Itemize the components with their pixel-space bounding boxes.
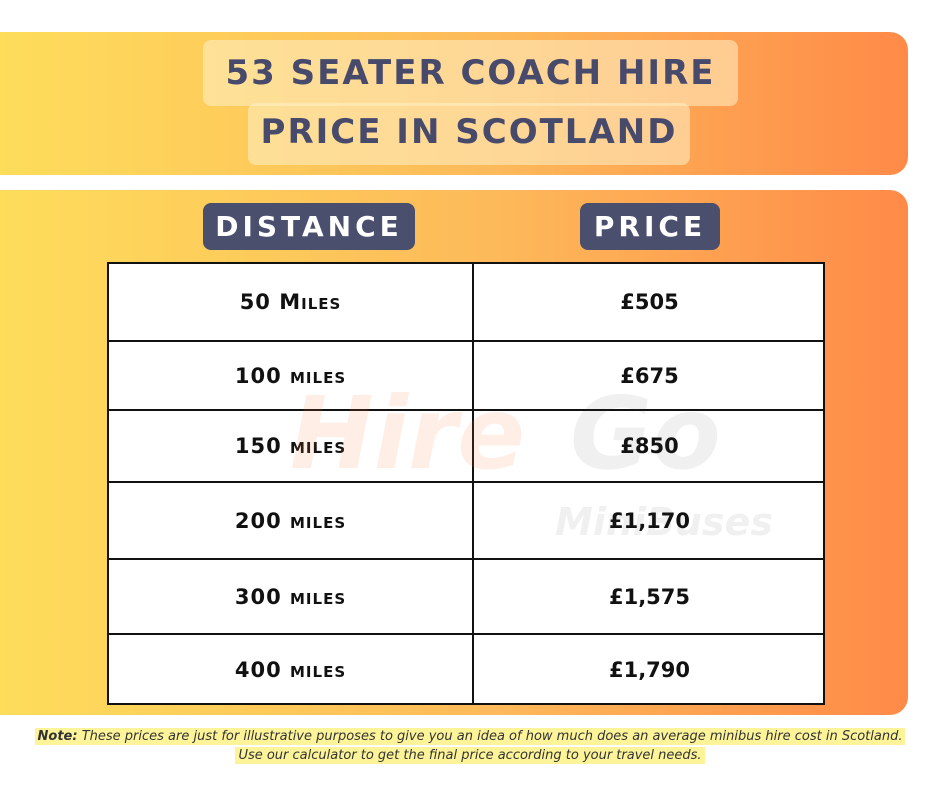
note-text: These prices are just for illustrative p… bbox=[81, 729, 903, 744]
column-header: PRICE bbox=[580, 203, 720, 250]
distance-cell: 400 miles bbox=[109, 635, 474, 705]
price-cell: £675 bbox=[474, 342, 825, 411]
price-cell: £1,170 bbox=[474, 483, 825, 560]
price-cell: £1,790 bbox=[608, 658, 691, 682]
distance-cell: 100 miles bbox=[109, 342, 474, 411]
distance-cell: 300 miles bbox=[109, 560, 474, 635]
note-line: Use our calculator to get the final pric… bbox=[0, 747, 940, 764]
price-cell: £850 bbox=[474, 411, 825, 483]
watermark-brand: Go bbox=[570, 375, 721, 492]
price-cell: £505 bbox=[474, 264, 825, 342]
note-line: Note: These prices are just for illustra… bbox=[0, 728, 940, 745]
watermark-tagline: MiniBuses bbox=[555, 500, 773, 544]
title-line: PRICE IN SCOTLAND bbox=[248, 103, 690, 165]
distance-cell: 150 miles bbox=[109, 411, 474, 483]
price-table: 50 Miles £505 100 miles £675 150 miles £850 20… bbox=[107, 262, 825, 705]
distance-cell: 50 Miles bbox=[109, 264, 474, 342]
price-cell: £1,575 bbox=[474, 560, 825, 635]
title-line: 53 SEATER COACH HIRE bbox=[203, 40, 738, 106]
distance-cell: 200 miles bbox=[109, 483, 474, 560]
note-text: Use our calculator to get the final pric… bbox=[235, 747, 705, 764]
note-label: Note: bbox=[37, 729, 78, 744]
watermark-brand: Hire bbox=[290, 375, 526, 492]
column-header: DISTANCE bbox=[203, 203, 415, 250]
